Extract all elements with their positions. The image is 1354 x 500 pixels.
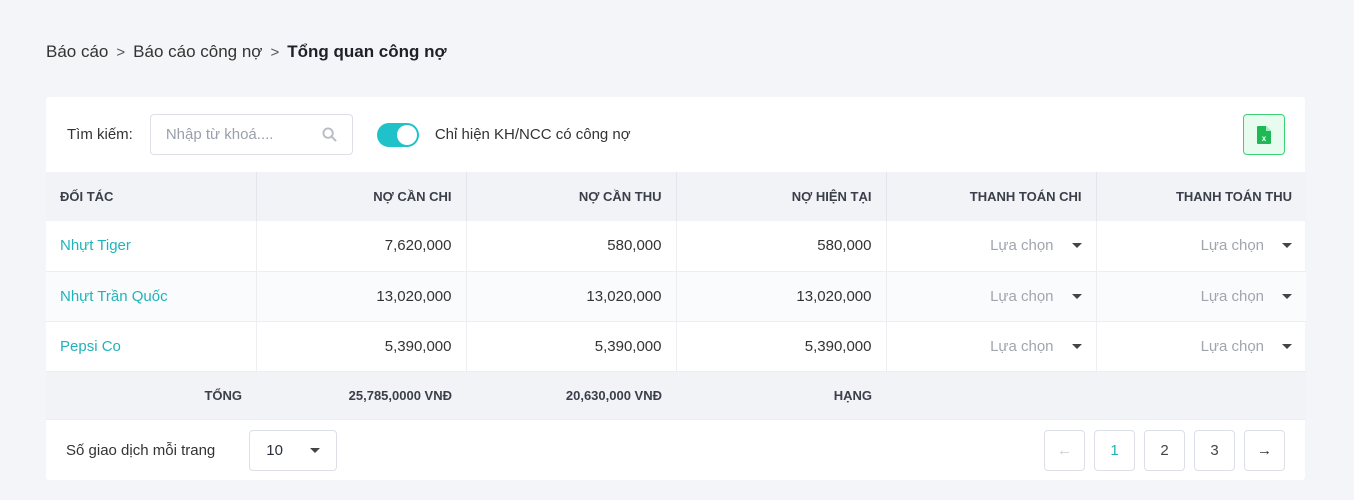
chevron-right-icon: > <box>116 43 126 61</box>
toggle-label: Chỉ hiện KH/NCC có công nợ <box>434 126 631 143</box>
total-thu: 20,630,000 VNĐ <box>466 371 676 420</box>
arrow-left-icon: ← <box>1057 442 1072 459</box>
total-current: HẠNG <box>676 371 886 420</box>
caret-down-icon <box>1282 343 1292 349</box>
caret-down-icon <box>1282 243 1292 249</box>
total-row: TỔNG 25,785,0000 VNĐ 20,630,000 VNĐ HẠNG <box>46 371 1306 420</box>
cell-current: 5,390,000 <box>675 321 886 372</box>
partner-link[interactable]: Nhựt Trần Quốc <box>46 271 256 322</box>
page-size-label: Số giao dịch mỗi trang <box>66 442 216 459</box>
page-size-select[interactable]: 10 <box>249 430 338 471</box>
col-header: NỢ CẦN THU <box>465 172 676 221</box>
cell-current: 580,000 <box>675 221 886 272</box>
select-value: Lựa chọn <box>990 237 1054 255</box>
breadcrumb-item[interactable]: Báo cáo <box>46 42 109 61</box>
select-value: Lựa chọn <box>1200 337 1264 355</box>
page-size-value: 10 <box>266 442 283 459</box>
col-header: NỢ HIỆN TẠI <box>675 172 886 221</box>
caret-down-icon <box>1282 293 1292 299</box>
col-header: THANH TOÁN CHI <box>885 172 1096 221</box>
excel-file-icon: x <box>1257 125 1271 144</box>
partner-link[interactable]: Nhựt Tiger <box>46 221 256 272</box>
payment-in-select[interactable]: Lựa chọn <box>1095 271 1306 322</box>
caret-down-icon <box>1071 243 1082 249</box>
col-header: THANH TOÁN THU <box>1095 172 1306 221</box>
empty-cell <box>1096 371 1306 420</box>
next-page-button[interactable]: → <box>1244 430 1285 471</box>
select-value: Lựa chọn <box>990 337 1054 355</box>
breadcrumb-item[interactable]: Báo cáo công nợ <box>133 42 263 61</box>
page-button[interactable]: 2 <box>1144 430 1185 471</box>
debt-card: Tìm kiếm: Nhập từ khoá.... Chỉ hiện KH/N… <box>46 97 1306 482</box>
pagination-bar: Số giao dịch mỗi trang 10 ← 1 2 3 → <box>46 420 1305 482</box>
cell-thu: 5,390,000 <box>465 321 676 372</box>
payment-out-select[interactable]: Lựa chọn <box>885 321 1096 372</box>
page-button[interactable]: 3 <box>1194 430 1235 471</box>
search-placeholder: Nhập từ khoá.... <box>165 126 274 143</box>
search-input[interactable]: Nhập từ khoá.... <box>149 114 353 155</box>
debt-only-toggle[interactable] <box>376 122 419 147</box>
search-label: Tìm kiếm: <box>67 126 133 143</box>
payment-in-select[interactable]: Lựa chọn <box>1095 321 1306 372</box>
col-header: ĐỐI TÁC <box>46 172 256 221</box>
export-excel-button[interactable]: x <box>1243 114 1285 155</box>
payment-out-select[interactable]: Lựa chọn <box>885 221 1096 272</box>
prev-page-button[interactable]: ← <box>1044 430 1085 471</box>
caret-down-icon <box>1071 343 1082 349</box>
total-chi: 25,785,0000 VNĐ <box>256 371 466 420</box>
chevron-right-icon: > <box>270 43 280 61</box>
payment-in-select[interactable]: Lựa chọn <box>1095 221 1306 272</box>
arrow-right-icon: → <box>1257 442 1272 459</box>
table-row: Pepsi Co 5,390,000 5,390,000 5,390,000 L… <box>46 321 1306 372</box>
payment-out-select[interactable]: Lựa chọn <box>885 271 1096 322</box>
cell-current: 13,020,000 <box>675 271 886 322</box>
total-label: TỔNG <box>46 371 256 420</box>
col-header: NỢ CẦN CHI <box>255 172 466 221</box>
select-value: Lựa chọn <box>990 287 1054 305</box>
toolbar: Tìm kiếm: Nhập từ khoá.... Chỉ hiện KH/N… <box>46 97 1305 172</box>
svg-text:x: x <box>1262 134 1267 143</box>
partner-link[interactable]: Pepsi Co <box>46 321 256 372</box>
page-title: Tổng quan công nợ <box>287 42 447 61</box>
breadcrumb: Báo cáo > Báo cáo công nợ > Tổng quan công… <box>46 42 447 62</box>
caret-down-icon <box>1071 293 1082 299</box>
page-button[interactable]: 1 <box>1094 430 1135 471</box>
table-row: Nhựt Tiger 7,620,000 580,000 580,000 Lựa… <box>46 221 1306 272</box>
select-value: Lựa chọn <box>1200 237 1264 255</box>
select-value: Lựa chọn <box>1200 287 1264 305</box>
table-row: Nhựt Trần Quốc 13,020,000 13,020,000 13,… <box>46 271 1306 322</box>
cell-thu: 13,020,000 <box>465 271 676 322</box>
search-icon <box>322 127 337 142</box>
debt-table: ĐỐI TÁC NỢ CẦN CHI NỢ CẦN THU NỢ HIỆN TẠ… <box>46 172 1306 420</box>
cell-chi: 7,620,000 <box>255 221 466 272</box>
caret-down-icon <box>310 448 321 453</box>
empty-cell <box>886 371 1096 420</box>
cell-thu: 580,000 <box>465 221 676 272</box>
cell-chi: 5,390,000 <box>255 321 466 372</box>
cell-chi: 13,020,000 <box>255 271 466 322</box>
